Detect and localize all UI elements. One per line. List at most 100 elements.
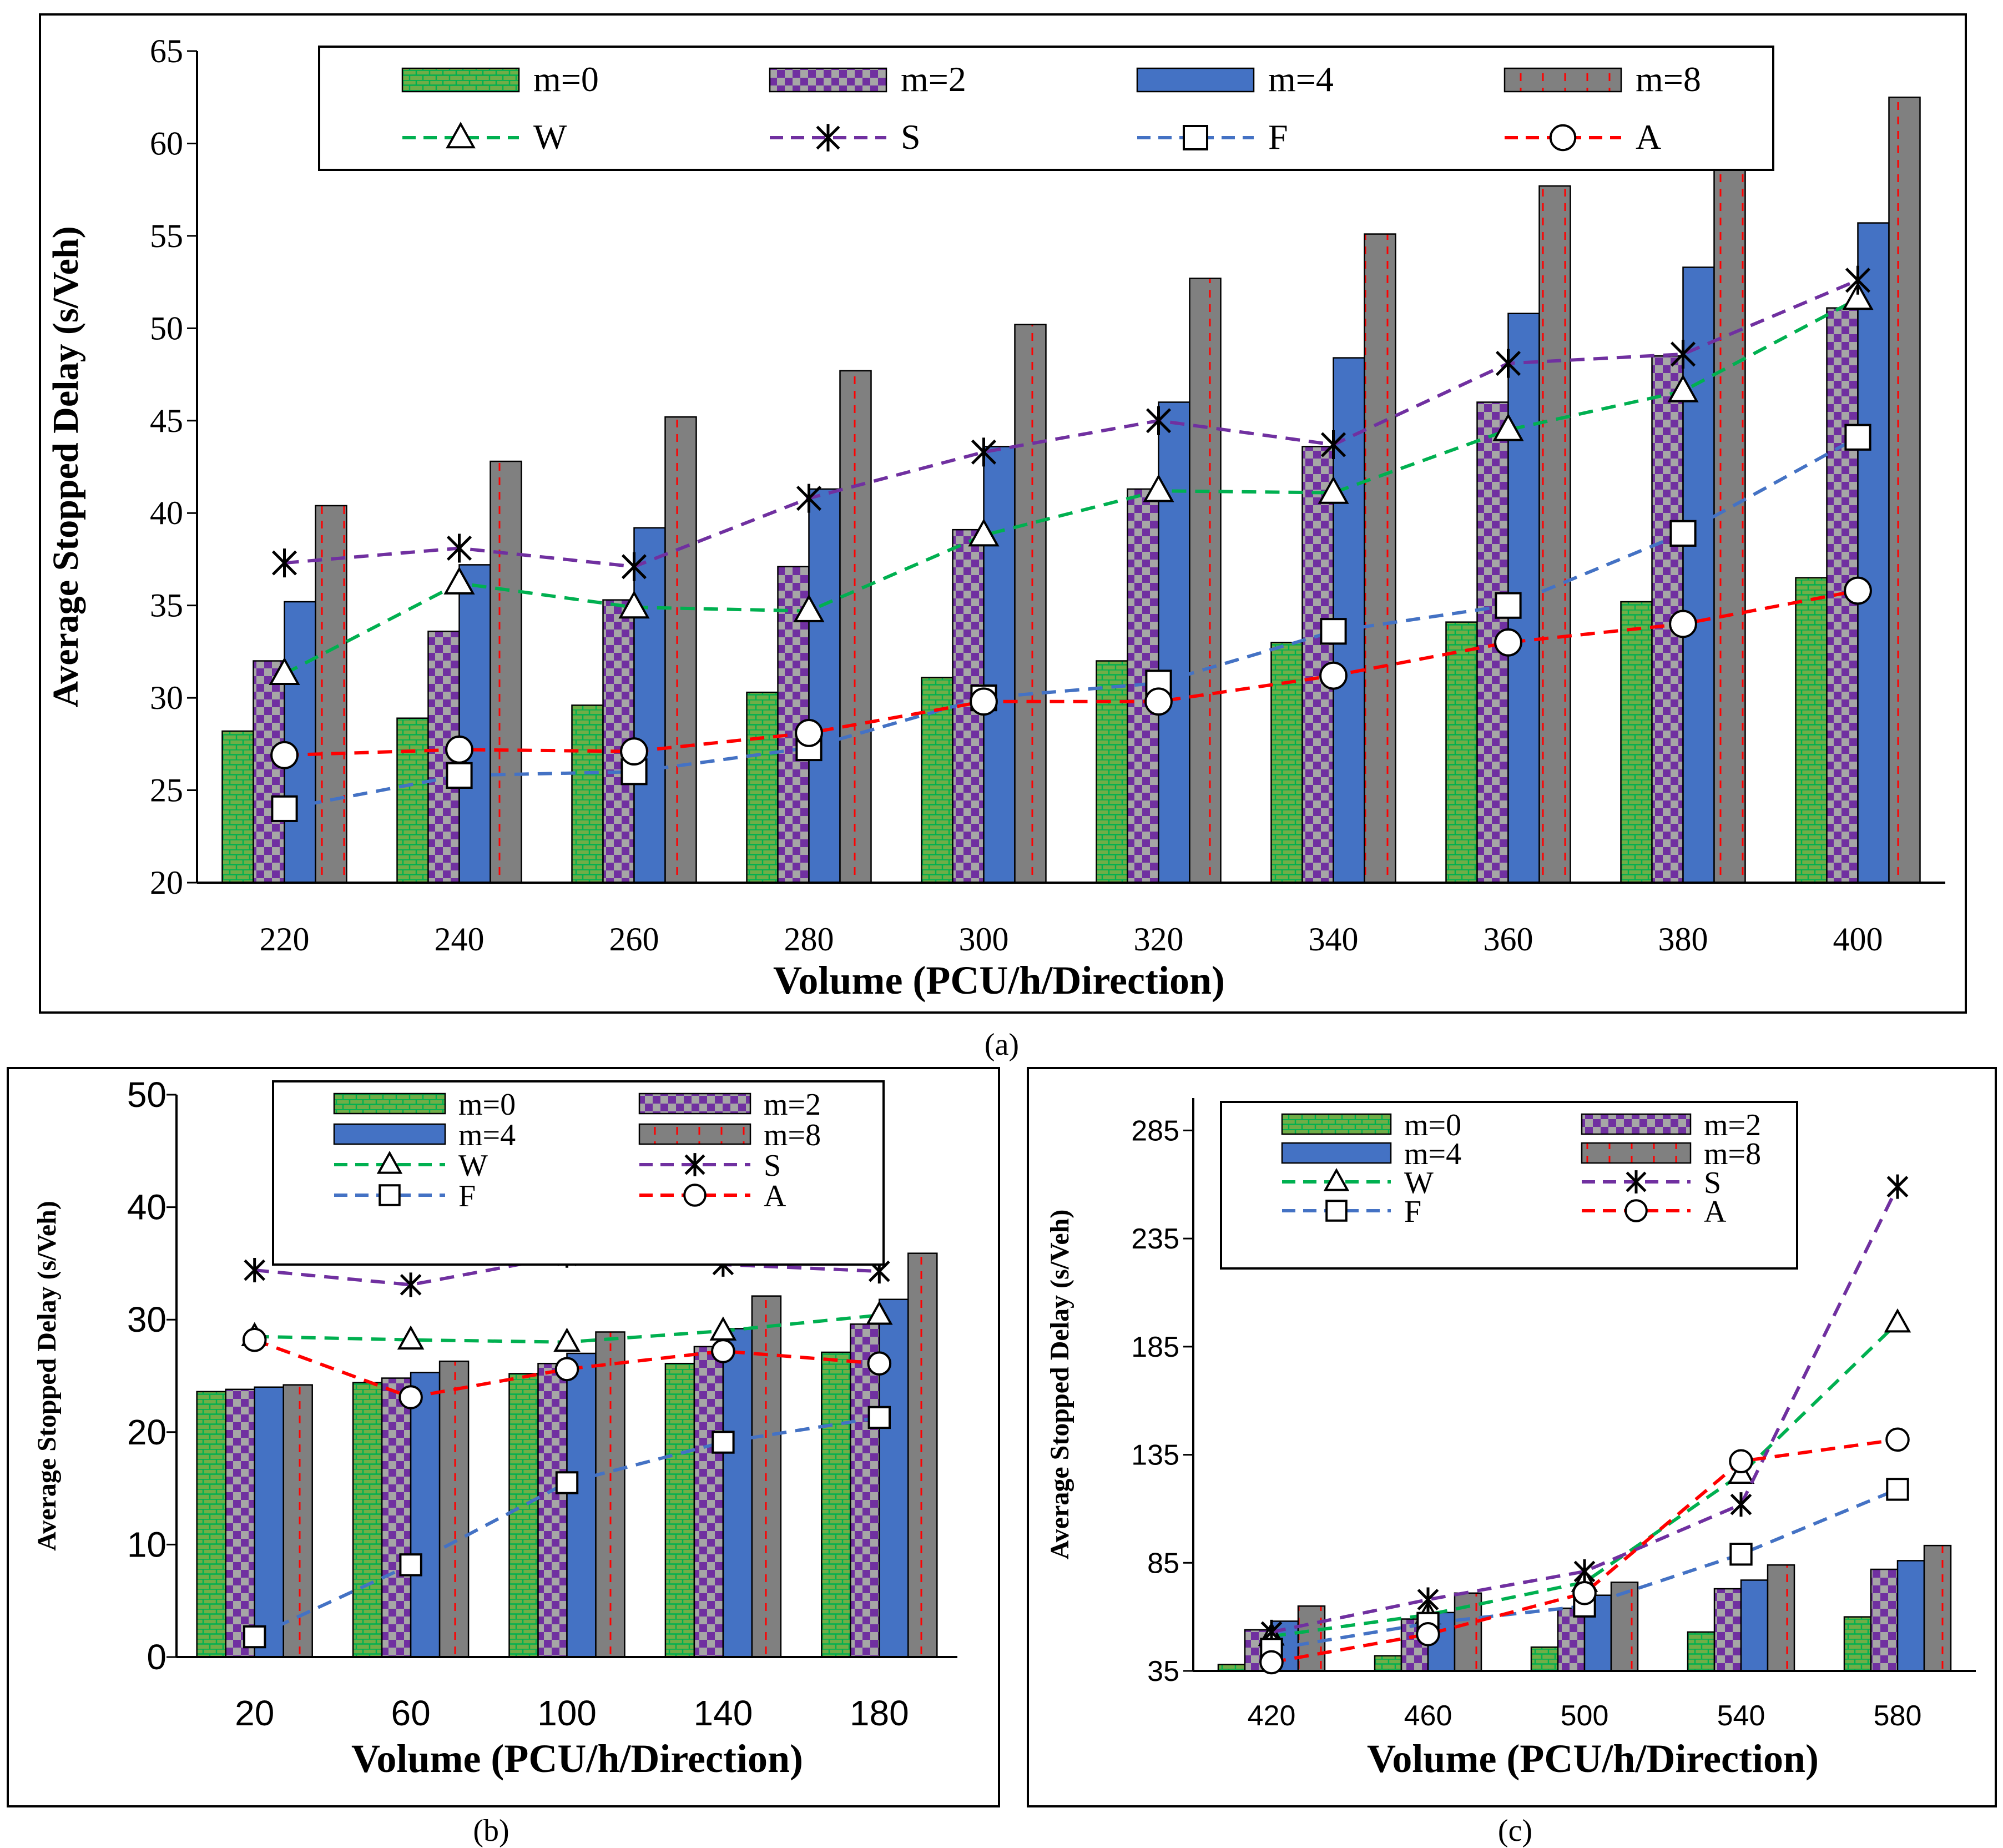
- marker-S-380: [1670, 339, 1696, 369]
- bar-m=8-140: [751, 1295, 782, 1658]
- caption-a: (a): [985, 1028, 1019, 1062]
- marker-A-500: [1572, 1581, 1597, 1605]
- legend-swatch-m=0: [1281, 1113, 1392, 1135]
- y-tick-label: 40: [150, 495, 183, 531]
- legend: m=0 m=2 m=4 m=8 W S F A: [272, 1080, 885, 1266]
- legend-label-A: A: [1704, 1195, 1727, 1229]
- bar-m=8-580: [1923, 1544, 1952, 1672]
- y-tick-label: 185: [1131, 1331, 1179, 1363]
- marker-S-460: [1417, 1587, 1439, 1612]
- bar-m=0-220: [221, 730, 254, 884]
- bar-m=0-280: [746, 691, 779, 884]
- chart-b: 0 10 20 30 40 50 20 60 100 140 180 Volume (PCU/h/Di…: [32, 1075, 957, 1781]
- bar-m=8-500: [1610, 1582, 1639, 1672]
- panel-c-frame: [1027, 1067, 1997, 1807]
- legend-label-S: S: [1704, 1166, 1721, 1200]
- legend-swatch-m=0: [401, 67, 520, 93]
- marker-S-500: [1573, 1559, 1596, 1584]
- bar-m=8-320: [1189, 278, 1222, 884]
- bar-m=0-60: [352, 1382, 383, 1658]
- bar-m=8-540: [1767, 1564, 1795, 1672]
- bar-m=2-100: [537, 1362, 568, 1658]
- marker-W-360: [1492, 413, 1524, 441]
- caption-b: (b): [473, 1814, 509, 1848]
- x-axis-title: Volume (PCU/h/Direction): [773, 958, 1225, 1003]
- legend-swatch-m=8: [1503, 67, 1622, 93]
- bar-m=2-580: [1870, 1568, 1899, 1672]
- y-tick-label: 50: [150, 310, 183, 346]
- x-tick-label: 260: [609, 921, 659, 958]
- marker-F-400: [1844, 424, 1871, 451]
- legend-label-W: W: [458, 1149, 488, 1183]
- marker-F-240: [446, 762, 473, 789]
- marker-A-300: [970, 687, 998, 716]
- marker-S-220: [271, 548, 297, 578]
- y-axis-title: Average Stopped Delay (s/Veh): [32, 1201, 62, 1551]
- marker-S-540: [1730, 1492, 1752, 1517]
- bar-m=8-220: [315, 505, 347, 884]
- marker-A-180: [867, 1351, 892, 1376]
- y-tick-label: 30: [127, 1300, 167, 1340]
- marker-A-240: [445, 735, 473, 764]
- marker-W-580: [1884, 1308, 1911, 1333]
- marker-S-400: [1845, 265, 1871, 295]
- legend-marker-W: [1323, 1168, 1350, 1191]
- x-tick-label: 400: [1833, 921, 1883, 958]
- marker-A-140: [711, 1339, 735, 1363]
- marker-F-360: [1495, 592, 1522, 619]
- marker-A-280: [795, 718, 823, 747]
- y-tick-label: 285: [1131, 1115, 1179, 1147]
- x-tick-label: 240: [435, 921, 485, 958]
- bar-m=0-260: [571, 704, 604, 884]
- legend-swatch-m=0: [333, 1092, 446, 1115]
- y-axis-title: Average Stopped Delay (s/Veh): [1045, 1210, 1074, 1560]
- marker-S-320: [1146, 406, 1172, 435]
- line-A: [284, 589, 1859, 757]
- bar-m=0-240: [396, 717, 429, 884]
- x-tick-label: 100: [537, 1693, 597, 1733]
- legend-marker-S: [816, 124, 840, 152]
- x-tick-label: 140: [694, 1693, 753, 1733]
- legend-swatch-m=2: [638, 1092, 751, 1115]
- marker-A-260: [620, 737, 648, 766]
- bar-m=4-320: [1158, 401, 1190, 884]
- bar-m=0-320: [1096, 660, 1128, 884]
- legend-marker-F: [379, 1184, 401, 1206]
- legend-label-m=2: m=2: [764, 1087, 821, 1122]
- legend-label-m=2: m=2: [1704, 1108, 1761, 1142]
- x-tick-label: 500: [1561, 1700, 1609, 1732]
- bar-m=0-400: [1795, 577, 1828, 884]
- marker-F-220: [271, 795, 298, 822]
- bar-m=0-580: [1843, 1616, 1872, 1672]
- marker-W-100: [553, 1327, 581, 1352]
- y-tick-label: 60: [150, 125, 183, 162]
- marker-S-280: [796, 484, 822, 513]
- bar-m=0-460: [1374, 1655, 1402, 1672]
- marker-A-380: [1669, 610, 1697, 638]
- marker-W-240: [443, 566, 475, 595]
- marker-A-20: [242, 1327, 267, 1352]
- bar-m=0-180: [821, 1351, 851, 1658]
- legend-marker-F: [1183, 125, 1208, 150]
- y-tick-label: 50: [127, 1075, 167, 1115]
- bar-m=8-360: [1538, 185, 1571, 884]
- legend-swatch-m=8: [1581, 1142, 1692, 1164]
- bar-m=4-580: [1896, 1560, 1925, 1672]
- legend-label-m=0: m=0: [533, 59, 599, 99]
- bar-m=2-20: [225, 1388, 255, 1658]
- bar-m=4-280: [808, 488, 841, 884]
- x-tick-label: 340: [1309, 921, 1359, 958]
- legend-label-F: F: [1404, 1195, 1421, 1229]
- panel-b-frame: [7, 1067, 1000, 1807]
- marker-F-20: [243, 1625, 266, 1649]
- line-F: [284, 436, 1859, 810]
- bar-m=8-280: [839, 370, 872, 884]
- marker-W-220: [269, 657, 300, 686]
- legend-marker-A: [1549, 124, 1577, 152]
- marker-W-260: [618, 590, 650, 619]
- bar-m=4-540: [1740, 1579, 1769, 1672]
- chart-a: 20 25 30 35 40 45 50 55 60 65 220 240 260 280 300 320 34…: [46, 33, 1945, 1003]
- legend-label-m=8: m=8: [764, 1118, 821, 1152]
- bar-m=4-400: [1857, 222, 1890, 884]
- marker-A-100: [554, 1357, 579, 1382]
